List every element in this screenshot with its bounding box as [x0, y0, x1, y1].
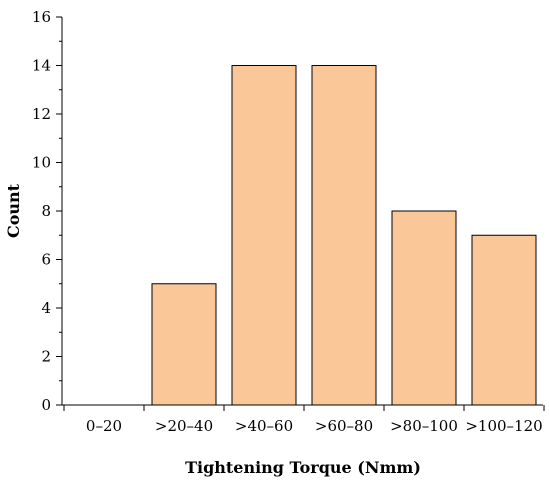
y-tick-label: 8: [41, 202, 51, 220]
bar-1: [151, 283, 217, 406]
bars-group: [151, 65, 537, 406]
bar-4: [391, 210, 457, 406]
y-tick-label: 0: [41, 396, 51, 414]
bar-2: [231, 65, 297, 406]
bar-5: [471, 234, 537, 406]
y-tick-label: 16: [32, 8, 51, 26]
y-tick-label: 2: [41, 348, 51, 366]
y-axis-ticks: 0 2 4 6 8 10 12 14 16: [32, 8, 62, 414]
y-tick-label: 14: [32, 57, 51, 75]
x-axis-ticks: 0–20 >20–40 >40–60 >60–80 >80–100 >100–120: [63, 405, 545, 435]
y-axis-title: Count: [4, 183, 23, 238]
y-tick-label: 10: [32, 154, 51, 172]
x-tick-label: >100–120: [465, 417, 542, 435]
x-tick-label: >40–60: [235, 417, 293, 435]
y-tick-label: 12: [32, 105, 51, 123]
y-tick-label: 4: [41, 299, 51, 317]
x-tick-label: 0–20: [86, 417, 122, 435]
bar-3: [311, 65, 377, 406]
x-tick-label: >80–100: [390, 417, 458, 435]
y-tick-label: 6: [41, 251, 51, 269]
x-axis-title: Tightening Torque (Nmm): [185, 458, 421, 477]
x-tick-label: >20–40: [155, 417, 213, 435]
x-tick-label: >60–80: [315, 417, 373, 435]
